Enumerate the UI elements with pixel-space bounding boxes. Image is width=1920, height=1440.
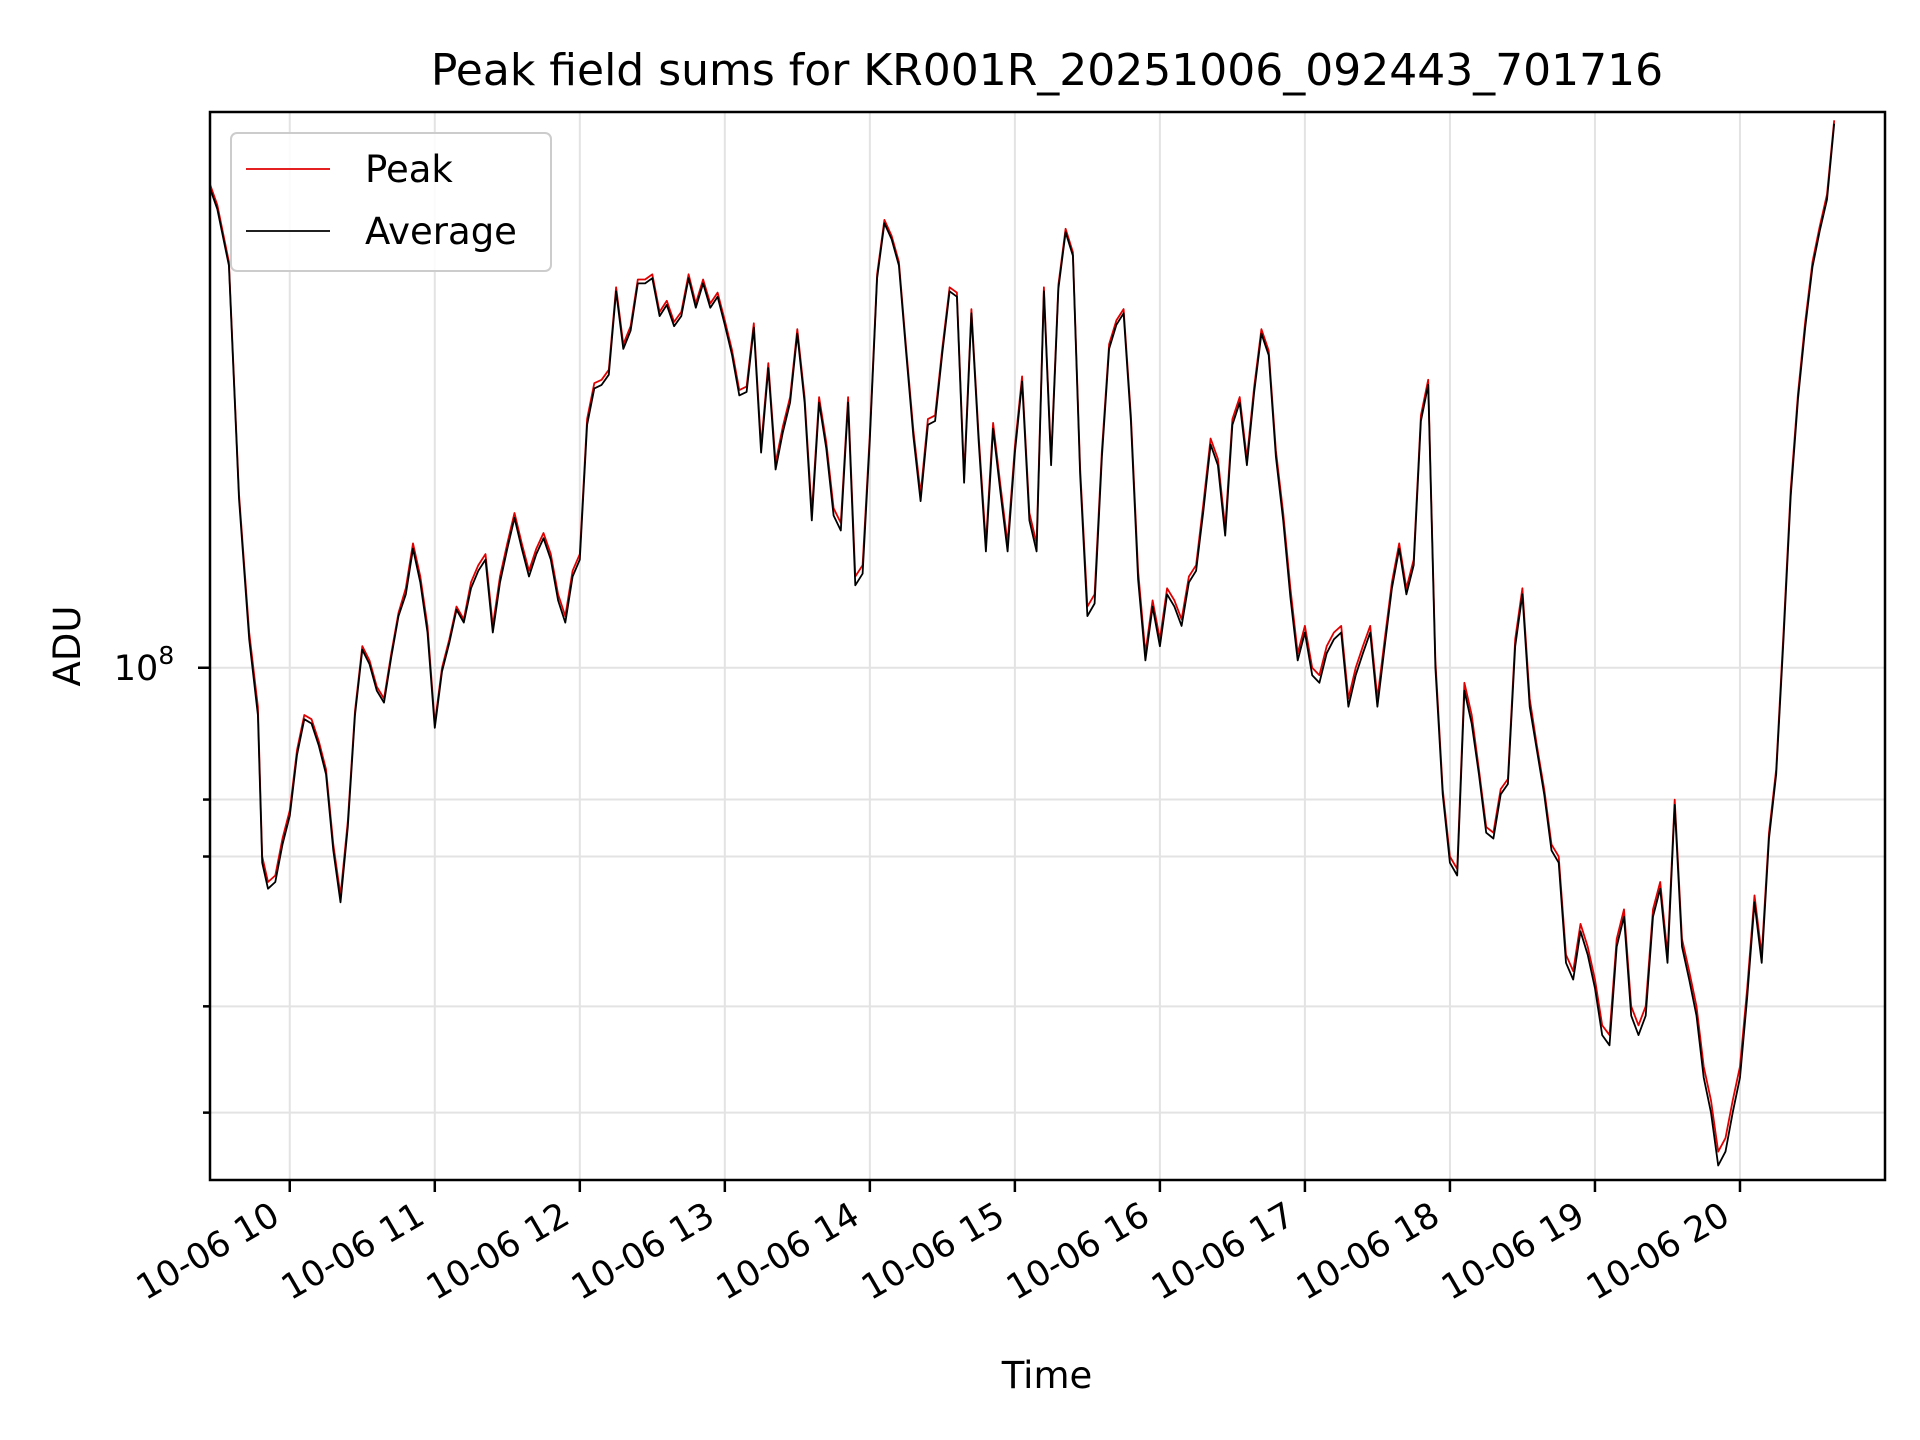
y-tick-label-exponent: 8 xyxy=(158,641,174,670)
x-axis-label: Time xyxy=(1001,1354,1093,1397)
legend-label-peak: Peak xyxy=(365,148,453,191)
y-tick-label-base: 10 xyxy=(114,649,159,689)
y-tick-label: 108 xyxy=(114,641,174,689)
legend-box xyxy=(230,132,552,272)
grid-layer xyxy=(210,112,1885,1180)
plot-frame xyxy=(208,110,1887,1182)
y-axis-label: ADU xyxy=(46,606,89,687)
chart-title: Peak field sums for KR001R_20251006_0924… xyxy=(431,45,1663,96)
legend-label-average: Average xyxy=(365,210,517,253)
series-layer xyxy=(209,120,1836,1167)
series-line-average xyxy=(209,123,1836,1167)
legend: Peak Average xyxy=(230,132,552,272)
